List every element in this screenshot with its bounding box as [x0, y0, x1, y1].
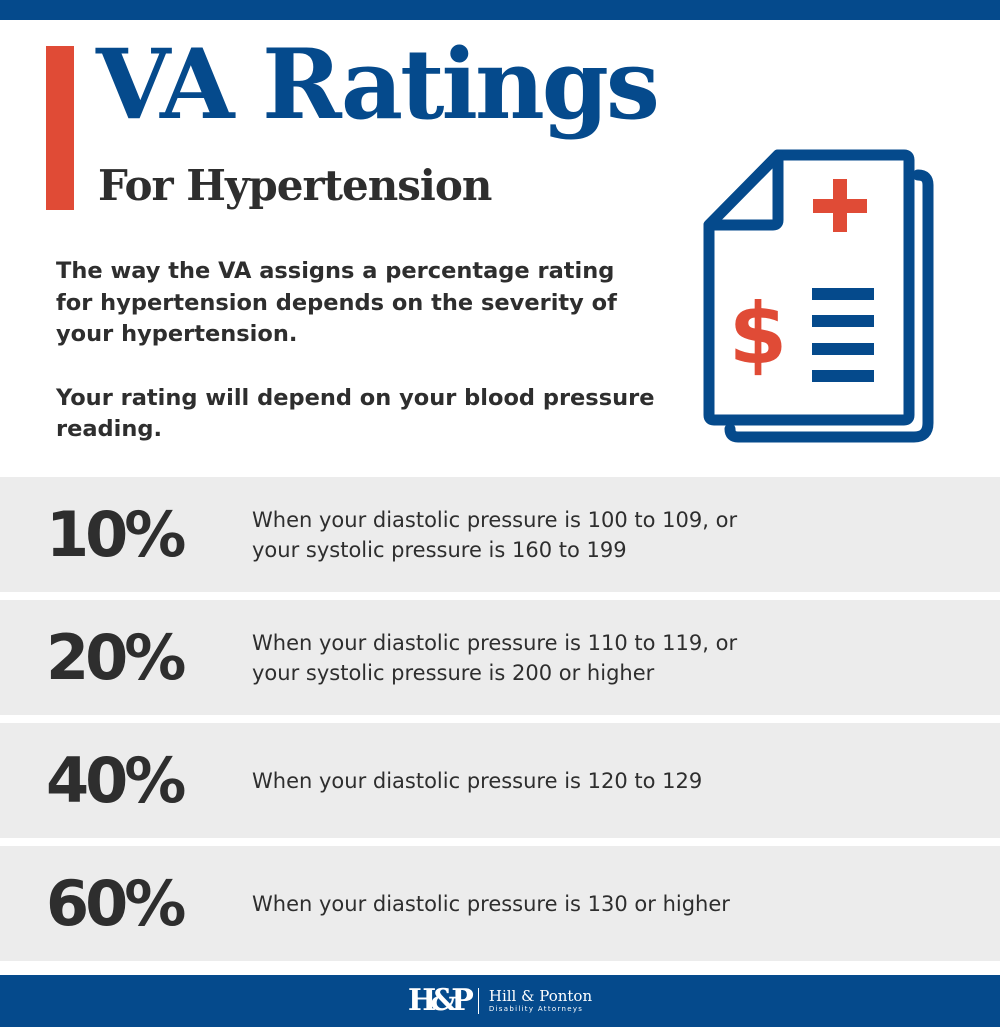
rating-description: When your diastolic pressure is 100 to 1…	[252, 477, 952, 592]
rating-percent: 20%	[46, 621, 186, 694]
svg-text:$: $	[729, 285, 787, 383]
intro-paragraph-1: The way the VA assigns a percentage rati…	[56, 258, 617, 347]
rating-description: When your diastolic pressure is 130 or h…	[252, 846, 952, 961]
logo-divider	[477, 988, 479, 1014]
logo-text: Hill & Ponton Disability Attorneys	[489, 989, 592, 1013]
rating-row-40: 40% When your diastolic pressure is 120 …	[0, 723, 1000, 838]
hill-ponton-logo: H&P Hill & Ponton Disability Attorneys	[408, 986, 592, 1016]
rating-description-line-2: your systolic pressure is 200 or higher	[252, 660, 655, 685]
logo-tagline: Disability Attorneys	[488, 1005, 584, 1013]
footer-bar: H&P Hill & Ponton Disability Attorneys	[0, 975, 1000, 1027]
rating-description-line-1: When your diastolic pressure is 130 or h…	[252, 891, 730, 916]
rating-row-60: 60% When your diastolic pressure is 130 …	[0, 846, 1000, 961]
rating-row-20: 20% When your diastolic pressure is 110 …	[0, 600, 1000, 715]
logo-name: Hill & Ponton	[488, 987, 593, 1005]
intro-paragraph-2: Your rating will depend on your blood pr…	[56, 384, 655, 443]
page-subtitle: For Hypertension	[98, 161, 492, 210]
rating-description: When your diastolic pressure is 110 to 1…	[252, 600, 952, 715]
rating-description-line-1: When your diastolic pressure is 100 to 1…	[252, 507, 738, 532]
rating-percent: 60%	[46, 867, 186, 940]
top-bar	[0, 0, 1000, 20]
rating-row-10: 10% When your diastolic pressure is 100 …	[0, 477, 1000, 592]
rating-description-line-2: your systolic pressure is 160 to 199	[252, 537, 627, 562]
medical-bill-document-icon: $	[700, 145, 940, 445]
rating-description: When your diastolic pressure is 120 to 1…	[252, 723, 952, 838]
rating-description-line-1: When your diastolic pressure is 110 to 1…	[252, 630, 738, 655]
rating-percent: 10%	[46, 498, 186, 571]
logo-mark: H&P	[407, 983, 474, 1018]
title-accent-bar	[46, 46, 74, 210]
rating-percent: 40%	[46, 744, 186, 817]
page-title: VA Ratings	[96, 28, 660, 141]
intro-text: The way the VA assigns a percentage rati…	[56, 256, 656, 446]
rating-description-line-1: When your diastolic pressure is 120 to 1…	[252, 768, 703, 793]
